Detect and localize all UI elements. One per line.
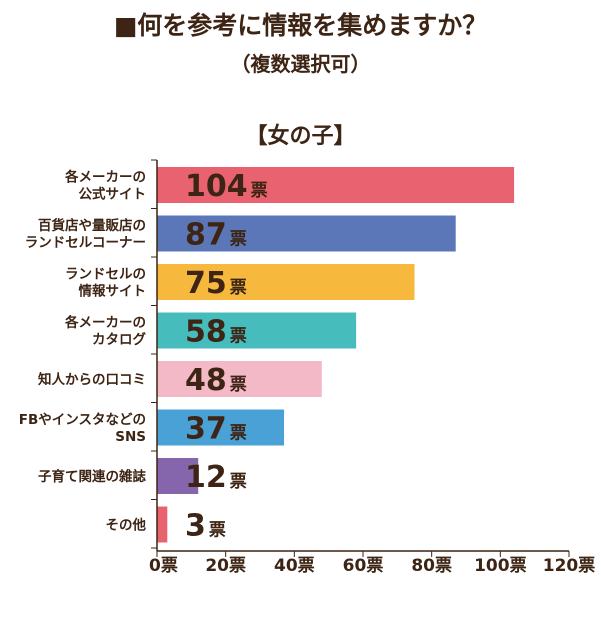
value-unit-5: 票: [230, 375, 247, 395]
category-label-8: その他: [106, 517, 147, 534]
bar-5: [157, 361, 322, 397]
bar-1: [157, 167, 515, 203]
bar-7: [157, 458, 199, 494]
x-tick-label-4: 60票: [343, 556, 384, 576]
value-unit-6: 票: [230, 424, 247, 444]
chart-title: ■何を参考に情報を集めますか？: [113, 11, 488, 40]
chart-subtitle: （複数選択可）: [230, 52, 371, 76]
category-label-4-line-2: カタログ: [92, 331, 146, 348]
category-label-2-line-1: 百貨店や量販店の: [38, 217, 146, 234]
category-label-7: 子育て関連の雑誌: [38, 468, 146, 485]
value-label-1: 104 票: [185, 169, 268, 204]
category-label-6-line-1: FBやインスタなどの: [19, 412, 146, 428]
value-unit-1: 票: [251, 181, 268, 201]
x-tick-label-7: 120票: [543, 556, 596, 576]
bar-3: [157, 264, 415, 300]
x-tick-label-2: 20票: [205, 556, 246, 576]
x-tick-label-1: 0票: [149, 556, 178, 576]
category-label-5: 知人からの口コミ: [38, 371, 146, 388]
bar-2: [157, 215, 456, 252]
x-tick-label-6: 100票: [474, 556, 527, 576]
category-label-3-line-2: 情報サイト: [79, 283, 147, 300]
category-label-6-line-2: SNS: [115, 429, 146, 445]
category-label-4-line-1: 各メーカーの: [64, 314, 146, 331]
bar-6: [157, 409, 285, 446]
value-label-7: 12 票: [185, 460, 247, 495]
category-label-1-line-2: 公式サイト: [79, 186, 147, 203]
value-unit-4: 票: [230, 327, 247, 347]
x-tick-label-3: 40票: [274, 556, 315, 576]
bar-4: [157, 312, 357, 349]
value-unit-3: 票: [230, 278, 247, 298]
group-label: 【女の子】: [245, 124, 356, 149]
category-label-1-line-1: 各メーカーの: [64, 169, 146, 186]
value-unit-8: 票: [209, 521, 226, 541]
x-tick-label-5: 80票: [411, 556, 452, 576]
category-label-3-line-1: ランドセルの: [65, 267, 146, 283]
category-label-2-line-2: ランドセルコーナー: [25, 235, 146, 251]
bar-8: [157, 506, 168, 543]
value-unit-7: 票: [230, 472, 247, 492]
value-unit-2: 票: [230, 230, 247, 250]
